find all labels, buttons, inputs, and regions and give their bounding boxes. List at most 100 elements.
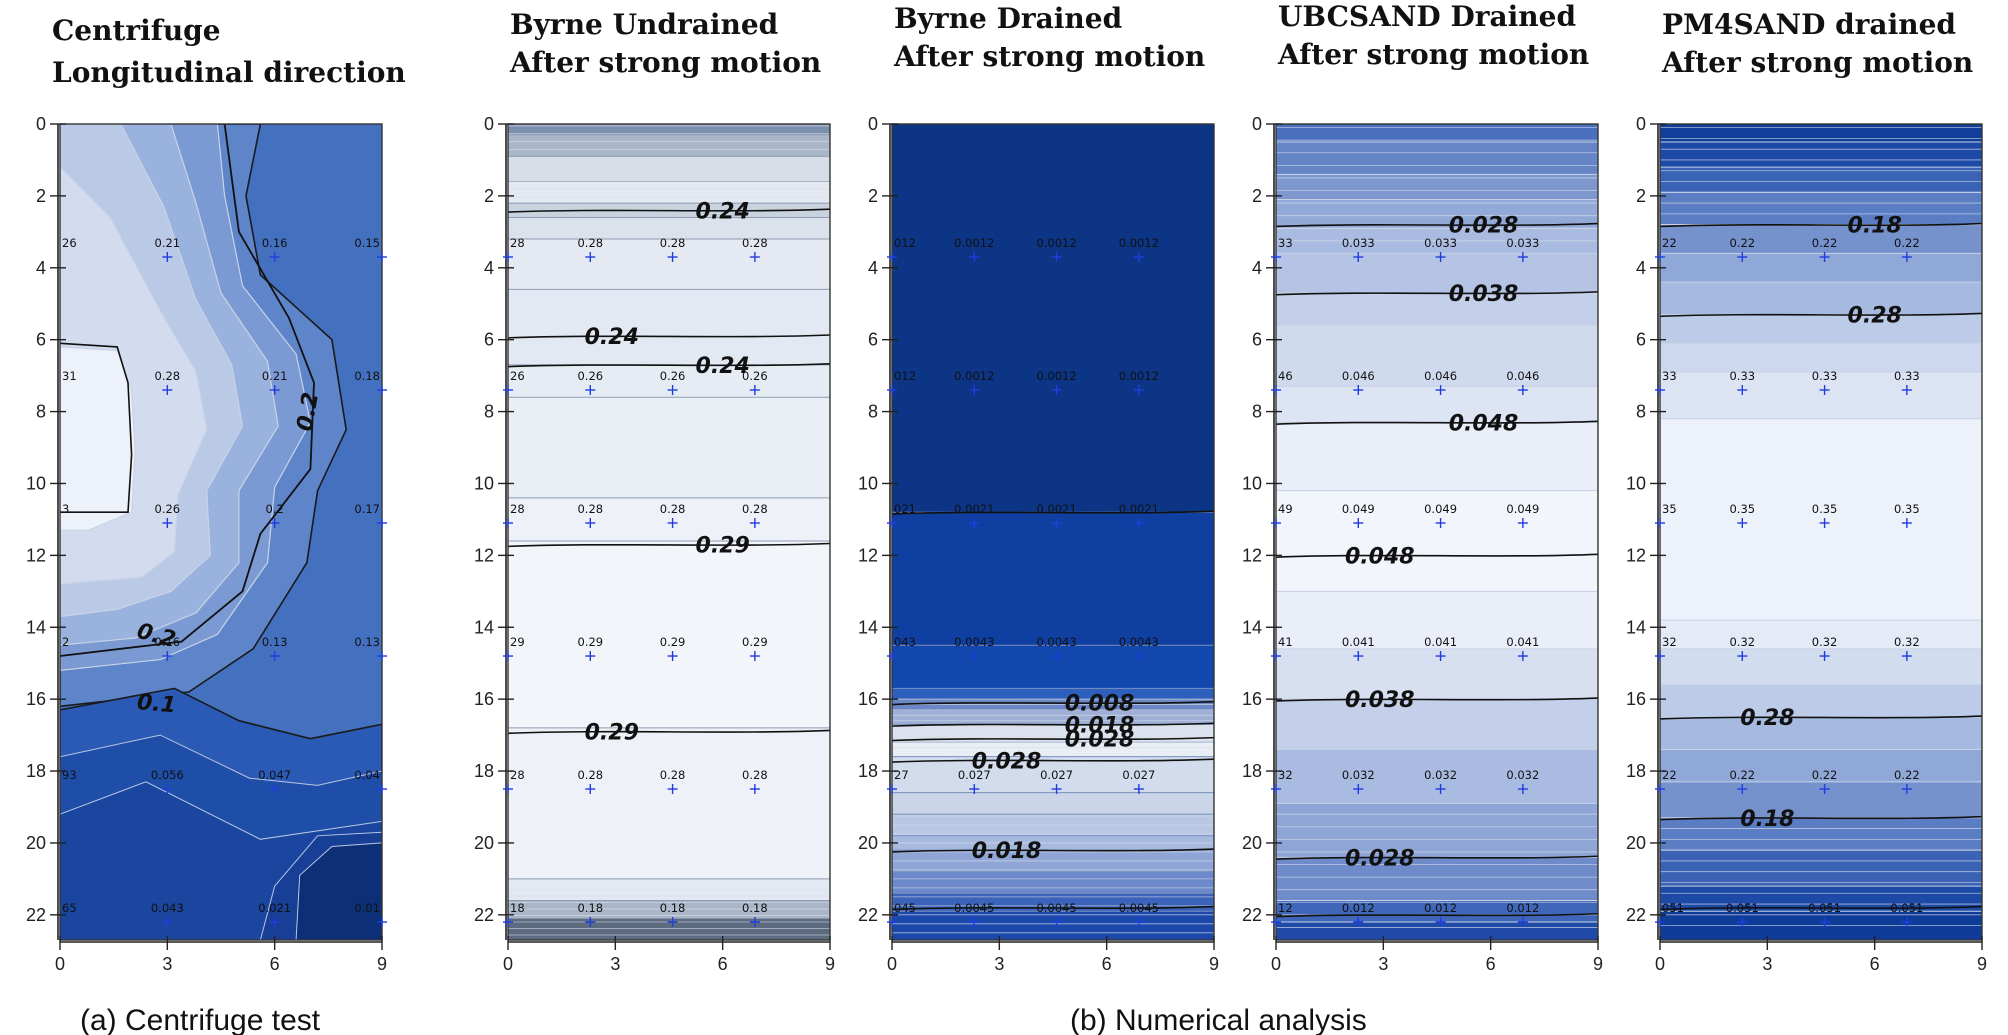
point-value-label: 0.18 (742, 901, 768, 915)
y-tick-label: 16 (1626, 689, 1646, 709)
contour-label: 0.28 (1848, 304, 1902, 329)
contour-band (1660, 684, 1982, 718)
point-value-label: 0.0021 (1119, 502, 1159, 516)
point-value-label: 0.28 (660, 502, 686, 516)
point-value-label: 0.35 (1894, 502, 1920, 516)
point-value-label: 043 (894, 635, 916, 649)
point-value-label: 012 (894, 236, 916, 250)
y-tick-label: 2 (1252, 186, 1262, 206)
panel-title: UBCSAND Drained (1278, 0, 1576, 33)
point-value-label: 0.22 (1812, 236, 1838, 250)
point-value-label: 0.046 (1424, 369, 1457, 383)
contour-region (295, 842, 382, 940)
contour-line (1276, 553, 1598, 558)
contour-label: 0.008 (1065, 692, 1135, 717)
point-value-label: 0.26 (742, 369, 768, 383)
x-tick-label: 9 (1977, 954, 1987, 974)
x-tick-label: 9 (377, 954, 387, 974)
plot-frame (1275, 123, 1599, 941)
x-tick-label: 3 (994, 954, 1004, 974)
y-tick-label: 10 (26, 473, 46, 493)
point-value-label: 045 (894, 901, 916, 915)
contour-label: 0.28 (1740, 706, 1794, 731)
point-value-label: 0.0012 (954, 236, 994, 250)
contour-label: 0.038 (1449, 282, 1519, 307)
y-tick-label: 12 (858, 545, 878, 565)
contour-band (1276, 386, 1598, 423)
point-value-label: 0.012 (1506, 901, 1539, 915)
contour-line (508, 729, 830, 735)
point-value-label: 0.027 (958, 768, 991, 782)
contour-label-group: 0.028 (1065, 728, 1135, 753)
contour-line (60, 342, 133, 514)
y-tick-label: 6 (36, 330, 46, 350)
plot-frame (891, 123, 1215, 941)
axes-2 (498, 123, 831, 950)
contour-label-group: 0.028 (1345, 846, 1415, 871)
y-tick-label: 14 (1626, 617, 1646, 637)
contour-band (1276, 141, 1598, 175)
contour-line (892, 722, 1214, 727)
y-tick-label: 16 (26, 689, 46, 709)
point-value-label: 0.18 (577, 901, 603, 915)
contour-band (508, 397, 830, 498)
y-tick-label: 18 (858, 761, 878, 781)
y-tick-label: 8 (868, 402, 878, 422)
contour-label-group: 0.038 (1345, 688, 1415, 713)
point-value-label: 0.32 (1812, 635, 1838, 649)
y-tick-label: 6 (1252, 330, 1262, 350)
panel-title: Centrifuge (52, 14, 221, 47)
y-tick-label: 20 (1626, 833, 1646, 853)
y-tick-label: 14 (1242, 617, 1262, 637)
contour-label-group: 0.018 (972, 839, 1042, 864)
point-value-label: 0.043 (151, 901, 184, 915)
point-value-label: 0.032 (1506, 768, 1539, 782)
contour-line (1660, 815, 1982, 821)
y-tick-label: 10 (474, 473, 494, 493)
point-value-label: 0.01 (354, 901, 380, 915)
panel-title: After strong motion (1277, 38, 1589, 71)
point-value-label: 0.28 (742, 768, 768, 782)
contour-line (508, 334, 830, 339)
panel-title: After strong motion (893, 40, 1205, 73)
contour-band (508, 217, 830, 240)
contour-line (1276, 420, 1598, 425)
y-tick-label: 8 (1252, 402, 1262, 422)
point-value-label: 22 (1662, 236, 1677, 250)
contour-label-group: 0.28 (1740, 706, 1794, 731)
point-value-label: 0.051 (1726, 901, 1759, 915)
y-tick-label: 20 (1242, 833, 1262, 853)
panel-title: Byrne Undrained (510, 8, 778, 41)
point-value-label: 0.16 (262, 236, 288, 250)
axes-5 (1650, 123, 1983, 950)
x-tick-label: 6 (1486, 954, 1496, 974)
contour-label: 0.028 (1449, 214, 1519, 239)
point-value-label: 31 (62, 369, 77, 383)
plot-frame (1659, 123, 1983, 941)
y-tick-label: 6 (868, 330, 878, 350)
y-tick-label: 22 (1626, 905, 1646, 925)
y-tick-label: 12 (1242, 545, 1262, 565)
y-tick-label: 2 (36, 186, 46, 206)
contour-band (892, 756, 1214, 793)
y-tick-label: 18 (26, 761, 46, 781)
contour-band (508, 156, 830, 182)
point-value-label: 0.33 (1894, 369, 1920, 383)
y-tick-label: 14 (26, 617, 46, 637)
contour-band (1660, 717, 1982, 750)
contour-label: 0.028 (972, 749, 1042, 774)
point-value-label: 0.28 (742, 236, 768, 250)
contour-band (508, 134, 830, 157)
contour-band (1660, 124, 1982, 142)
point-value-label: 0.04 (354, 768, 380, 782)
point-value-label: 0.21 (155, 236, 181, 250)
point-value-label: 0.22 (1729, 236, 1755, 250)
contour-label-group: 0.18 (1848, 214, 1902, 239)
point-value-label: 012 (894, 369, 916, 383)
contour-label-group: 0.29 (696, 534, 750, 559)
contour-label-group: 0.28 (1848, 304, 1902, 329)
contour-label: 0.24 (696, 199, 750, 224)
panel-4 (1276, 124, 1598, 940)
contour-band (1276, 199, 1598, 229)
